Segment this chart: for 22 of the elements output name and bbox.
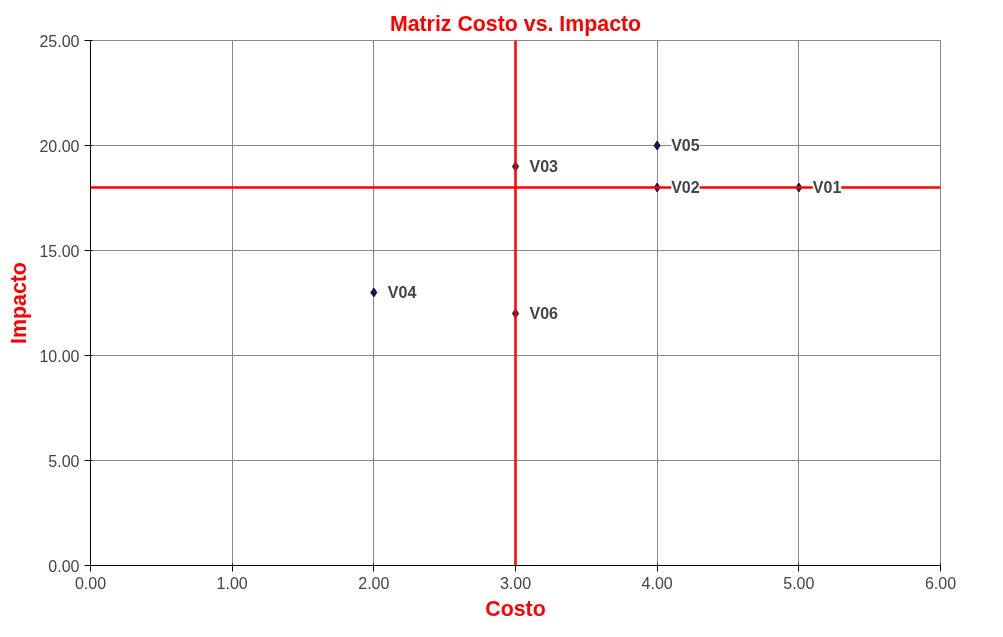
y-tick-label: 0.00: [48, 557, 80, 575]
x-tick-label: 6.00: [924, 574, 957, 592]
x-tick-label: 2.00: [358, 574, 390, 592]
x-tick-label: 3.00: [499, 574, 532, 592]
x-tick-label: 4.00: [641, 574, 673, 592]
y-tick-label: 15.00: [39, 242, 80, 260]
x-axis-title: Costo: [485, 596, 546, 621]
data-label: V03: [529, 157, 559, 175]
x-tick-label: 5.00: [783, 574, 815, 592]
data-label: V02: [671, 178, 700, 196]
y-tick-label: 10.00: [39, 347, 80, 365]
y-tick-label: 25.00: [39, 32, 80, 50]
data-label: V05: [671, 136, 700, 154]
y-tick-label: 5.00: [48, 452, 80, 470]
x-tick-label: 0.00: [74, 574, 107, 592]
data-label: V04: [387, 283, 417, 301]
chart-title: Matriz Costo vs. Impacto: [389, 11, 642, 36]
y-axis-title: Impacto: [7, 262, 32, 344]
data-label: V06: [529, 304, 559, 322]
y-tick-label: 20.00: [39, 137, 80, 155]
data-label: V01: [812, 178, 842, 196]
x-tick-label: 1.00: [216, 574, 248, 592]
